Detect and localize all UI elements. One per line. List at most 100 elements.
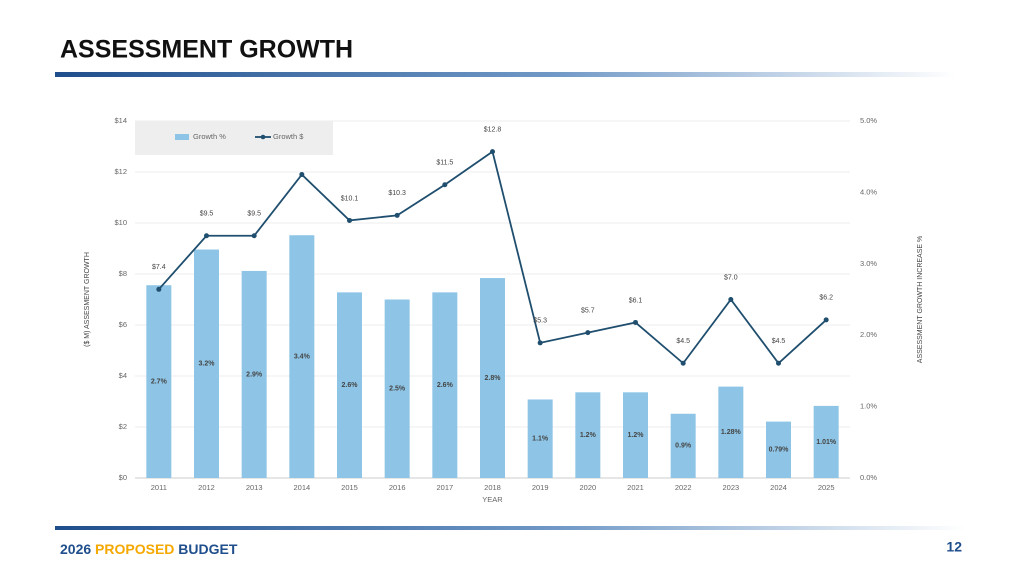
page-number: 12 <box>946 539 962 555</box>
bar-value-label: 2.9% <box>246 371 263 378</box>
x-tick-label: 2014 <box>293 483 310 492</box>
y-tick-label: $12 <box>114 167 127 176</box>
y-tick-label: $4 <box>119 371 127 380</box>
bar-value-label: 1.01% <box>816 439 837 446</box>
bar-value-label: 2.7% <box>151 378 168 385</box>
line-marker <box>204 233 209 239</box>
y2-tick-label: 5.0% <box>860 116 877 125</box>
line-marker <box>442 182 448 188</box>
line-marker <box>776 360 781 366</box>
bar-value-label: 1.2% <box>580 432 597 439</box>
line-marker <box>490 149 495 155</box>
y2-tick-label: 0.0% <box>860 473 877 482</box>
bar <box>527 399 553 478</box>
bar <box>241 270 267 478</box>
legend-swatch <box>175 134 189 140</box>
chart: $0 $2 $4 $6 $8 $10 $12 $14 0.0% 1.0% 2.0% 3.0% 4.0% 5… <box>84 116 924 504</box>
x-tick-label: 2012 <box>198 483 215 492</box>
x-tick-label: 2019 <box>532 483 549 492</box>
bar <box>718 386 744 478</box>
y-tick-label: $0 <box>119 473 127 482</box>
line-value-label: $5.7 <box>581 307 595 314</box>
slide-title: ASSESSMENT GROWTH <box>60 36 353 64</box>
bar <box>194 249 219 478</box>
x-tick-label: 2022 <box>675 483 692 492</box>
bar <box>623 392 648 478</box>
legend-label: Growth % <box>193 132 226 141</box>
line-value-label: $9.5 <box>247 211 261 218</box>
y2-tick-label: 2.0% <box>860 330 877 339</box>
bar <box>289 235 315 478</box>
bar <box>480 278 505 478</box>
x-tick-label: 2013 <box>246 483 263 492</box>
x-tick-label: 2016 <box>389 483 406 492</box>
y-tick-label: $14 <box>114 116 127 125</box>
line-marker <box>728 297 734 302</box>
bar-value-label: 0.9% <box>675 443 692 450</box>
line-value-label: $6.2 <box>819 295 833 302</box>
line-marker <box>680 360 686 366</box>
line-value-label: $5.3 <box>533 318 547 325</box>
footer-label: BUDGET <box>178 541 238 557</box>
bar <box>146 285 172 478</box>
line-value-label: $12.8 <box>484 126 502 133</box>
legend-box <box>135 121 333 155</box>
line-marker <box>394 212 400 218</box>
line-marker <box>299 172 305 178</box>
line-marker <box>156 286 162 292</box>
x-tick-label: 2015 <box>341 483 358 492</box>
x-tick-label: 2020 <box>579 483 596 492</box>
line-value-label: $7.4 <box>152 264 166 271</box>
bar <box>575 392 601 478</box>
x-tick-label: 2011 <box>151 483 167 492</box>
bar-value-label: 2.6% <box>437 382 454 389</box>
x-tick-label: 2025 <box>818 483 835 492</box>
bar-value-label: 2.6% <box>342 382 359 389</box>
y-tick-label: $6 <box>119 320 127 329</box>
title-rule <box>55 72 955 77</box>
y2-axis-label: ASSESSMENT GROWTH INCREASE % <box>917 236 924 363</box>
line-value-label: $11.5 <box>436 160 453 167</box>
y-tick-label: $8 <box>119 269 127 278</box>
y-axis-label: ($ M) ASSESMENT GROWTH <box>84 252 91 347</box>
line-marker <box>823 317 829 323</box>
bar-value-label: 0.79% <box>769 447 790 454</box>
line-marker <box>585 330 591 336</box>
legend-swatch-marker <box>260 134 266 140</box>
x-axis-label: YEAR <box>482 495 503 504</box>
legend-label: Growth $ <box>273 132 304 141</box>
line-marker <box>537 340 543 346</box>
bar-value-label: 3.4% <box>294 353 311 360</box>
line-marker <box>347 217 352 223</box>
line-value-label: $6.1 <box>629 297 643 304</box>
bar <box>432 292 458 478</box>
bar-value-label: 2.5% <box>389 386 406 393</box>
footer-year: 2026 <box>60 541 91 557</box>
x-tick-label: 2017 <box>436 483 453 492</box>
y2-tick-label: 3.0% <box>860 259 877 268</box>
x-tick-label: 2021 <box>627 483 644 492</box>
y2-tick-label: 1.0% <box>860 402 877 411</box>
footer-text: 2026 PROPOSED BUDGET <box>60 541 238 557</box>
bar <box>337 292 362 478</box>
line-value-label: $9.5 <box>200 211 214 218</box>
x-tick-label: 2024 <box>770 483 787 492</box>
line-marker <box>251 233 257 239</box>
y-tick-label: $10 <box>114 218 127 227</box>
footer-highlight: PROPOSED <box>95 541 174 557</box>
bar-value-label: 1.28% <box>721 429 742 436</box>
line-marker <box>633 319 638 325</box>
bar <box>813 405 839 478</box>
bar <box>766 421 791 478</box>
bar-value-label: 1.1% <box>532 436 549 443</box>
y-tick-label: $2 <box>119 422 127 431</box>
x-tick-label: 2018 <box>484 483 501 492</box>
line-value-label: $7.0 <box>724 274 738 281</box>
x-tick-label: 2023 <box>722 483 739 492</box>
line-value-label: $10.1 <box>341 195 359 202</box>
line-value-label: $4.5 <box>676 338 690 345</box>
bar-value-label: 1.2% <box>628 432 645 439</box>
